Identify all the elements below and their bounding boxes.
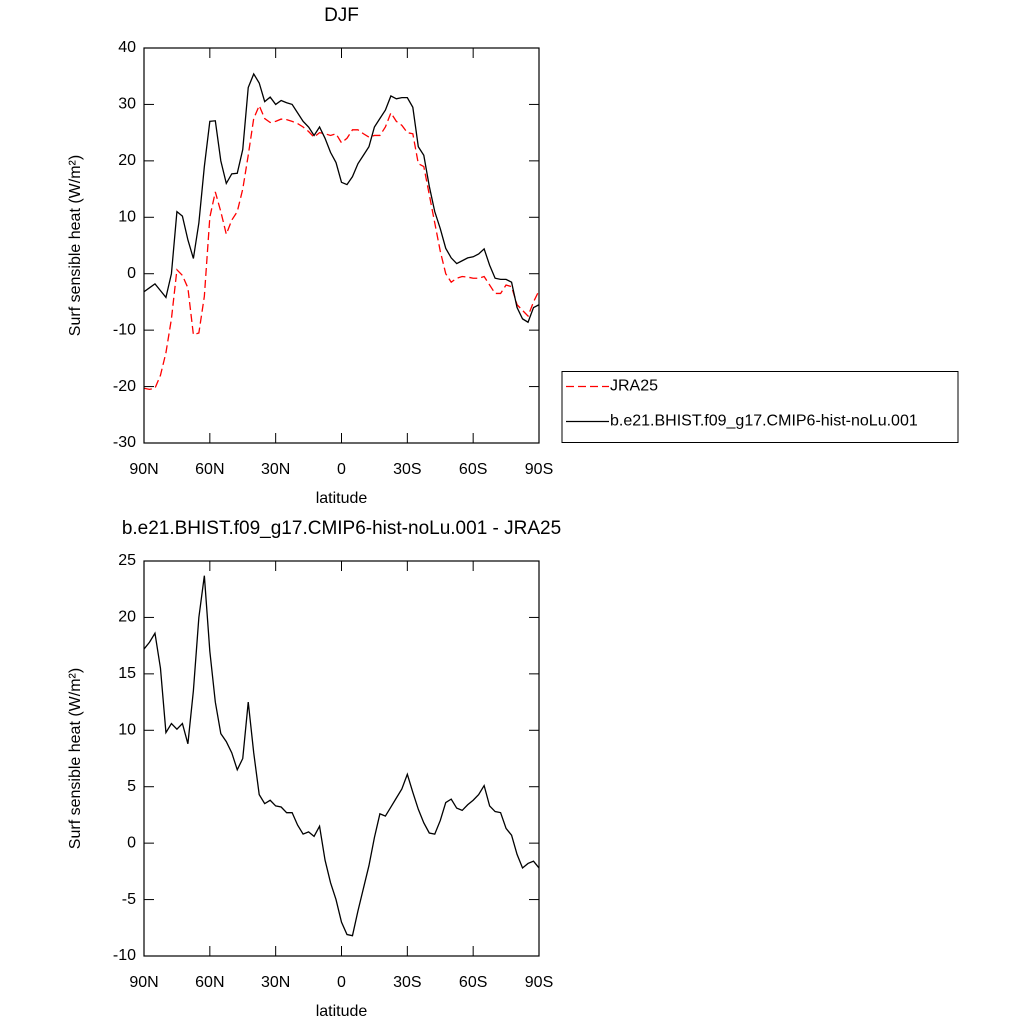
x-tick-label: 30S <box>393 461 421 478</box>
y-tick-label: 10 <box>118 209 136 226</box>
data-line <box>143 103 540 391</box>
x-tick-label: 90S <box>525 461 553 478</box>
chart-title: DJF <box>324 5 359 26</box>
x-tick-label: 0 <box>337 974 346 991</box>
y-tick-label: -10 <box>113 321 136 338</box>
x-tick-label: 90N <box>129 461 158 478</box>
y-tick-label: -30 <box>113 434 136 451</box>
legend-box <box>561 371 959 443</box>
y-tick-label: 20 <box>118 609 136 626</box>
x-tick-label: 60S <box>459 974 487 991</box>
y-tick-label: 10 <box>118 722 136 739</box>
legend-label: JRA25 <box>610 378 658 395</box>
data-line <box>143 72 540 324</box>
chart-title: b.e21.BHIST.f09_g17.CMIP6-hist-noLu.001 … <box>122 518 561 539</box>
y-axis-label: Surf sensible heat (W/m²) <box>67 668 84 849</box>
x-axis-label: latitude <box>316 1003 368 1020</box>
x-tick-label: 60N <box>195 461 224 478</box>
data-line <box>143 575 540 937</box>
legend-label: b.e21.BHIST.f09_g17.CMIP6-hist-noLu.001 <box>610 413 918 430</box>
y-tick-label: 0 <box>127 265 136 282</box>
y-tick-label: 15 <box>118 665 136 682</box>
y-tick-label: -10 <box>113 947 136 964</box>
x-tick-label: 0 <box>337 461 346 478</box>
y-axis-label: Surf sensible heat (W/m²) <box>67 155 84 336</box>
x-tick-label: 60N <box>195 974 224 991</box>
y-tick-label: 5 <box>127 778 136 795</box>
x-tick-label: 30N <box>261 461 290 478</box>
x-tick-label: 90S <box>525 974 553 991</box>
plot-frame <box>143 47 540 444</box>
x-tick-label: 60S <box>459 461 487 478</box>
x-tick-label: 90N <box>129 974 158 991</box>
y-tick-label: 40 <box>118 39 136 56</box>
plot-frame <box>143 560 540 957</box>
y-tick-label: 0 <box>127 834 136 851</box>
y-tick-label: 25 <box>118 552 136 569</box>
x-axis-label: latitude <box>316 490 368 507</box>
y-tick-label: -5 <box>122 891 136 908</box>
x-tick-label: 30N <box>261 974 290 991</box>
x-tick-label: 30S <box>393 974 421 991</box>
y-tick-label: -20 <box>113 378 136 395</box>
y-tick-label: 30 <box>118 96 136 113</box>
y-tick-label: 20 <box>118 152 136 169</box>
